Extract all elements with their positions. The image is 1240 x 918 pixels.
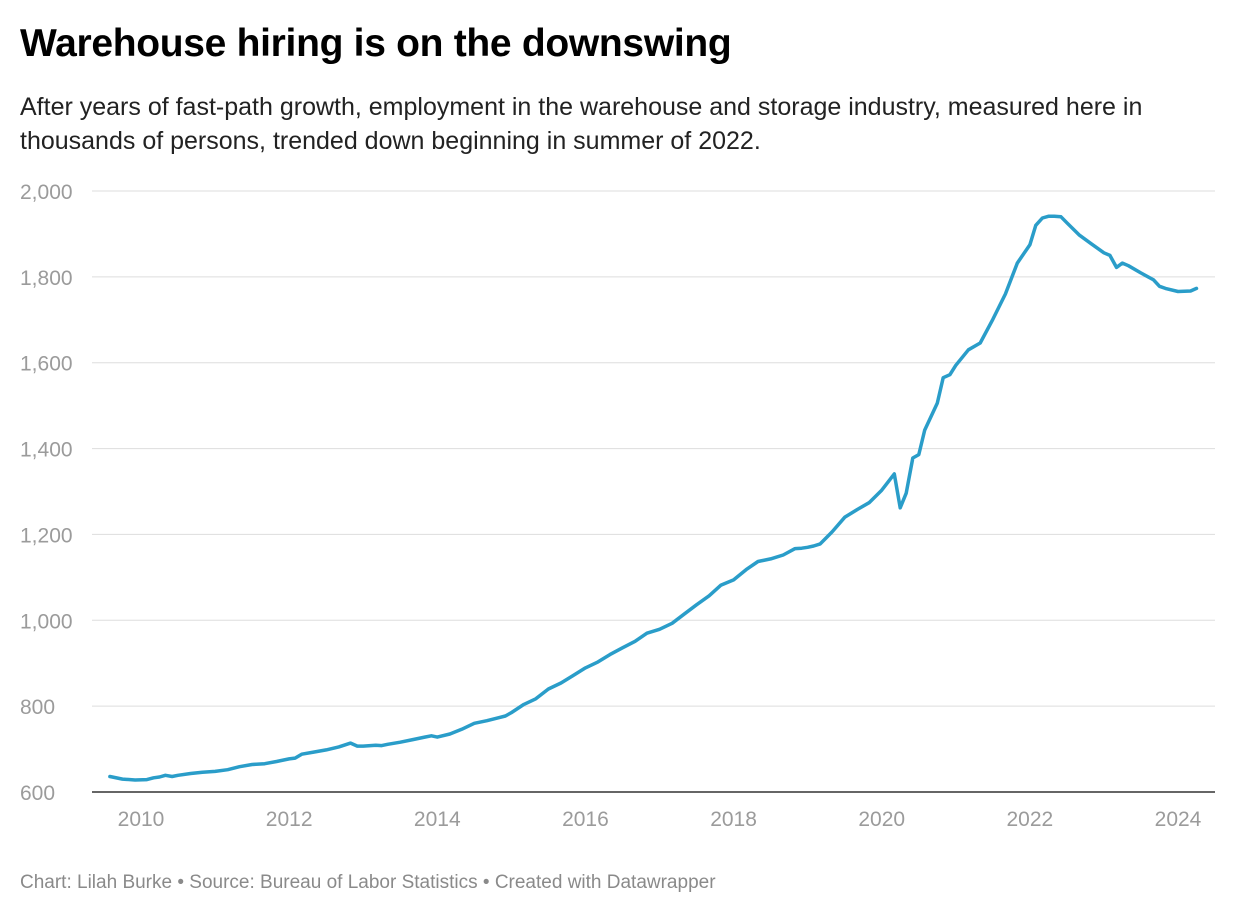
x-tick-label: 2022 — [1006, 808, 1053, 831]
x-tick-label: 2010 — [118, 808, 165, 831]
chart-subtitle: After years of fast-path growth, employm… — [20, 93, 1143, 155]
gridlines — [92, 190, 1215, 707]
x-tick-label: 2014 — [414, 808, 461, 831]
y-axis-tick-labels: 600 800 1,000 1,200 1,400 1,600 1,800 2,000 — [20, 181, 73, 805]
x-tick-label: 2024 — [1155, 808, 1202, 831]
chart-footer-credit: Chart: Lilah Burke • Source: Bureau of L… — [20, 872, 716, 893]
employment-series-line — [108, 214, 1199, 782]
y-tick-label: 1,400 — [20, 439, 73, 462]
y-tick-label: 600 — [20, 782, 55, 805]
line-chart: 600 800 1,000 1,200 1,400 1,600 1,800 2,000 201… — [20, 181, 1215, 831]
x-axis-tick-labels: 2010 2012 2014 2016 2018 2020 2022 2024 — [118, 808, 1202, 831]
y-tick-label: 2,000 — [20, 181, 73, 204]
x-tick-label: 2020 — [858, 808, 905, 831]
y-tick-label: 800 — [20, 696, 55, 719]
y-tick-label: 1,600 — [20, 353, 73, 376]
x-tick-label: 2018 — [710, 808, 757, 831]
x-tick-label: 2016 — [562, 808, 609, 831]
y-tick-label: 1,800 — [20, 267, 73, 290]
x-tick-label: 2012 — [266, 808, 313, 831]
chart-title: Warehouse hiring is on the downswing — [20, 22, 732, 65]
y-tick-label: 1,200 — [20, 524, 73, 547]
y-tick-label: 1,000 — [20, 610, 73, 633]
